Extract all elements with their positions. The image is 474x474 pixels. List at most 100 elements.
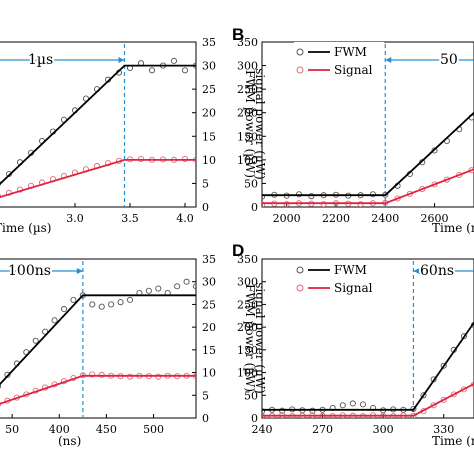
x-tick-label: 2600	[421, 212, 449, 225]
legend-bg	[294, 260, 384, 296]
fwm-data-point	[170, 57, 178, 64]
y-tick-label: 100	[237, 367, 258, 380]
fwm-data-point	[145, 287, 152, 294]
y-tick-label: 30	[202, 276, 216, 289]
signal-data-point	[456, 171, 463, 178]
x-axis-label: Time (n	[432, 221, 474, 235]
signal-data-point	[181, 155, 189, 162]
fwm-data-point	[70, 296, 77, 303]
fwm-data-point	[126, 296, 134, 303]
y-tick-label: 150	[237, 130, 258, 143]
fwm-data-point	[192, 283, 196, 290]
legend-marker	[296, 284, 304, 292]
signal-data-point	[419, 186, 426, 193]
fwm-data-point	[440, 362, 447, 369]
y-tick-label: 0	[202, 201, 209, 214]
x-tick-label: 450	[96, 423, 117, 436]
fwm-data-point	[155, 285, 162, 292]
y-axis-label: FWM power (µW)	[243, 284, 257, 392]
fwm-fit-line	[262, 112, 474, 197]
signal-data-point	[357, 201, 364, 207]
x-tick-label: 2200	[322, 212, 350, 225]
y-tick-label: 300	[237, 276, 258, 289]
signal-fit-line	[262, 383, 474, 417]
fwm-data-point	[262, 193, 266, 200]
fwm-data-point	[359, 401, 367, 408]
fwm-data-point	[174, 283, 181, 290]
fwm-fit-line	[0, 64, 196, 186]
signal-data-point	[440, 396, 447, 403]
x-tick-label: 50	[5, 423, 19, 436]
arrow-head	[118, 57, 125, 63]
fwm-data-point	[339, 402, 346, 409]
y-tick-label: 0	[251, 201, 258, 214]
panel-4: 240 270 300 330 0 50 100 150 200 250 300 350 FWM pow…	[232, 241, 474, 448]
x-tick-label: 330	[433, 423, 454, 436]
y-tick-label: 250	[237, 83, 258, 96]
signal-data-point	[443, 176, 450, 183]
fwm-data-point	[369, 191, 376, 198]
y-tick-label: 25	[202, 298, 216, 311]
signal-data-point	[460, 386, 467, 393]
x-tick-label: 2400	[371, 212, 399, 225]
y-tick-label: 250	[237, 298, 258, 311]
y-tick-label: 35	[202, 36, 216, 49]
legend-entry: FWM	[334, 263, 367, 277]
y-tick-label: 20	[202, 107, 216, 120]
x-axis-label: Time (n	[432, 434, 474, 448]
plot-frame	[0, 41, 197, 208]
signal-data-point	[394, 195, 401, 202]
signal-data-point	[98, 371, 105, 378]
y-tick-label: 100	[237, 154, 258, 167]
legend-marker	[296, 48, 304, 56]
plot-frame	[261, 258, 474, 419]
fwm-data-point	[183, 278, 190, 285]
y-axis-label: FWM power (µW)	[243, 70, 257, 178]
signal-data-point	[320, 201, 327, 207]
fwm-fit-line	[0, 294, 196, 386]
signal-data-point	[137, 155, 145, 162]
y-tick-label: 25	[202, 83, 216, 96]
x-tick-label: 270	[312, 423, 333, 436]
fwm-data-point	[309, 407, 316, 414]
y-tick-label: 15	[202, 344, 216, 357]
duration-label: 100ns	[8, 263, 51, 279]
signal-data-point	[450, 391, 457, 398]
signal-fit-line	[0, 159, 196, 198]
x-tick-label: 240	[252, 423, 273, 436]
signal-fit-line	[0, 374, 196, 405]
y-tick-label: 20	[202, 321, 216, 334]
legend: FWM Signal	[294, 42, 384, 78]
signal-data-point	[283, 201, 290, 207]
legend-entry: Signal	[334, 63, 373, 77]
y-tick-label: 15	[202, 130, 216, 143]
plot-area	[262, 44, 474, 207]
y-tick-label: 10	[202, 154, 216, 167]
y-tick-label: 150	[237, 344, 258, 357]
x-tick-label: 3.0	[66, 212, 84, 225]
plot-area	[0, 261, 196, 418]
signal-data-point	[406, 190, 413, 197]
duration-label: 50	[440, 52, 458, 68]
fwm-data-point	[51, 317, 58, 324]
signal-data-point	[430, 402, 437, 409]
x-tick-label: 2000	[273, 212, 301, 225]
fwm-data-point	[262, 408, 266, 415]
signal-data-point	[262, 201, 266, 207]
plot-area	[0, 44, 196, 207]
fwm-data-point	[420, 392, 427, 399]
fwm-data-point	[117, 299, 124, 306]
fwm-fit-line	[262, 322, 474, 411]
x-tick-label: 3.5	[121, 212, 139, 225]
arrow-head	[76, 268, 83, 274]
x-tick-label: 400	[49, 423, 70, 436]
signal-data-point	[89, 371, 96, 378]
panel-1: 3.0 3.5 4.0 0 5 10 15 20 25 30 35 signal power (µW)…	[0, 36, 267, 235]
plot-frame	[0, 258, 197, 419]
x-tick-label: 4.0	[176, 212, 194, 225]
fwm-data-point	[148, 67, 156, 74]
legend-marker	[296, 66, 304, 74]
legend-bg	[294, 42, 384, 78]
